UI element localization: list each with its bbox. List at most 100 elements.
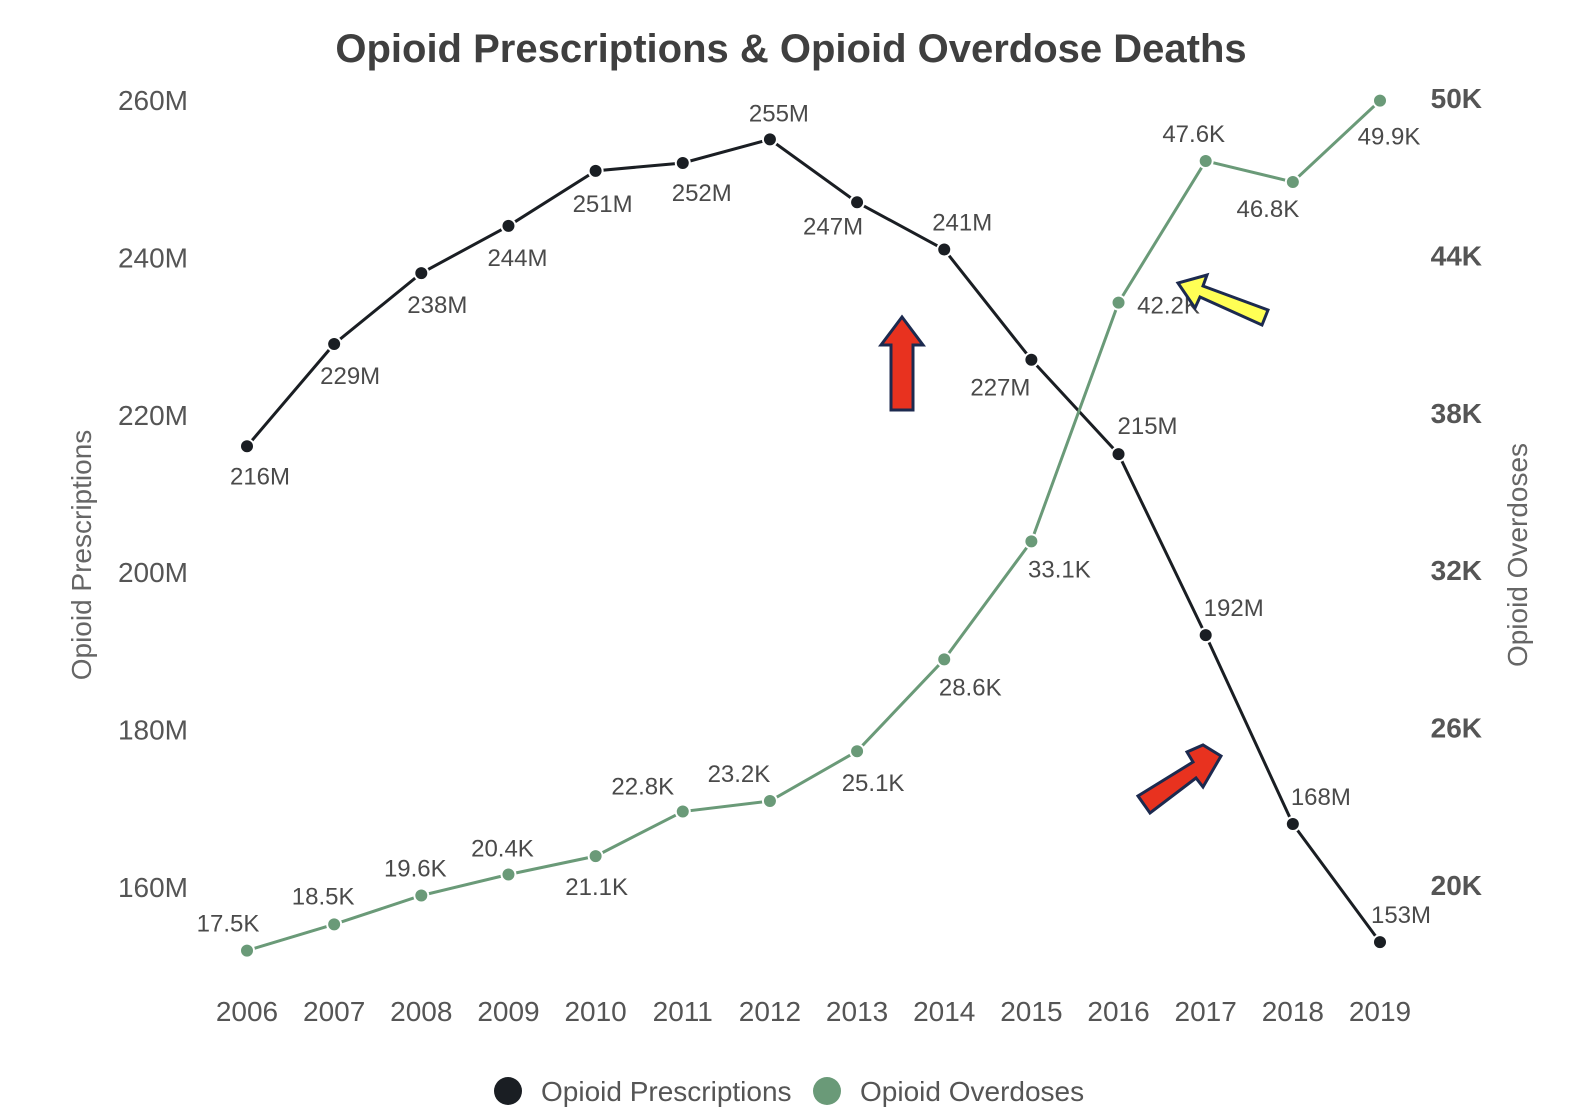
x-tick-label: 2017 [1175,996,1237,1027]
data-point[interactable] [1110,294,1127,311]
data-point[interactable] [413,265,430,282]
data-point[interactable] [1372,934,1388,951]
y-left-tick-label: 240M [118,242,188,273]
legend-label-overdoses: Opioid Overdoses [860,1076,1084,1107]
data-label: 49.9K [1358,124,1421,151]
y-left-tick-label: 160M [118,872,188,903]
y-axis-right: 20K 26K 32K 38K 44K 50K [1431,83,1482,901]
data-label: 23.2K [708,761,771,788]
data-point[interactable] [674,803,691,820]
y-right-tick-label: 32K [1431,555,1482,586]
data-label: 238M [407,292,467,319]
data-point[interactable] [239,942,255,959]
y-right-tick-label: 38K [1431,398,1482,429]
data-label: 17.5K [197,911,260,938]
chart-title: Opioid Prescriptions & Opioid Overdose D… [335,27,1246,71]
data-label: 19.6K [384,855,447,882]
legend-label-prescriptions: Opioid Prescriptions [541,1076,792,1107]
red-diagonal-arrow-annotation [1135,743,1224,816]
series-line [245,137,1382,943]
x-tick-label: 2011 [653,996,713,1027]
x-tick-label: 2009 [477,996,539,1027]
data-point[interactable] [674,154,691,171]
y-right-tick-label: 44K [1431,240,1482,271]
data-point[interactable] [326,916,343,933]
y-right-tick-label: 50K [1431,83,1482,114]
y-right-tick-label: 26K [1431,713,1482,744]
data-point[interactable] [587,848,604,865]
series-prescriptions: 216M 229M 238M 244M 251M 252M 255M 247M 241M 227M… [230,100,1431,951]
data-point[interactable] [587,162,604,179]
red-up-arrow-annotation [878,314,926,412]
data-label: 21.1K [565,874,628,901]
data-point[interactable] [1197,152,1214,169]
y-left-tick-label: 180M [118,715,188,746]
data-point[interactable] [1110,446,1127,463]
data-label: 215M [1118,413,1178,440]
data-label: 33.1K [1028,556,1091,583]
data-label: 192M [1204,595,1264,622]
y-axis-left: 160M 180M 200M 220M 240M 260M [118,85,188,903]
legend: Opioid Prescriptions Opioid Overdoses [494,1076,1084,1107]
yellow-arrow-annotation [1175,272,1270,328]
data-label: 244M [487,245,547,272]
legend-marker-prescriptions [494,1077,522,1105]
x-tick-label: 2013 [826,996,888,1027]
x-tick-label: 2007 [303,996,365,1027]
data-point[interactable] [1372,92,1388,109]
data-point[interactable] [1023,351,1040,368]
data-label: 25.1K [842,770,905,797]
data-label: 168M [1291,784,1351,811]
x-tick-label: 2015 [1000,996,1062,1027]
y-right-tick-label: 20K [1431,870,1482,901]
x-tick-label: 2014 [913,996,975,1027]
data-point[interactable] [1284,816,1301,833]
series-overdoses: 17.5K 18.5K 19.6K 20.4K 21.1K 22.8K 23.2K 25.1K… [197,92,1421,959]
x-tick-label: 2019 [1349,996,1411,1027]
data-label: 252M [672,180,732,207]
legend-item-overdoses[interactable]: Opioid Overdoses [813,1076,1084,1107]
y-left-tick-label: 260M [118,85,188,116]
data-label: 47.6K [1162,121,1225,148]
data-label: 22.8K [611,774,674,801]
data-point[interactable] [849,194,866,211]
data-label: 28.6K [939,674,1002,701]
data-point[interactable] [1284,173,1301,190]
x-tick-label: 2018 [1262,996,1324,1027]
data-point[interactable] [936,651,953,668]
y-left-tick-label: 220M [118,400,188,431]
data-label: 20.4K [471,836,534,863]
data-label: 153M [1371,902,1431,929]
data-point[interactable] [500,866,517,883]
x-axis: 2006 2007 2008 2009 2010 2011 2012 2013 2014 2015… [216,996,1411,1027]
legend-item-prescriptions[interactable]: Opioid Prescriptions [494,1076,792,1107]
data-label: 18.5K [292,883,355,910]
x-tick-label: 2016 [1087,996,1149,1027]
data-label: 247M [803,213,863,240]
data-label: 255M [749,100,809,127]
data-point[interactable] [761,131,778,148]
series-line [246,99,1382,953]
data-label: 216M [230,463,290,490]
data-label: 241M [932,210,992,237]
x-tick-label: 2010 [564,996,626,1027]
data-label: 46.8K [1236,196,1299,223]
data-point[interactable] [1197,627,1214,644]
data-point[interactable] [239,438,255,455]
legend-marker-overdoses [813,1077,841,1105]
x-tick-label: 2006 [216,996,278,1027]
data-point[interactable] [1023,533,1040,550]
data-label: 227M [970,375,1030,402]
data-point[interactable] [500,217,517,234]
y-axis-right-label: Opioid Overdoses [1502,443,1533,667]
series-layer: 216M 229M 238M 244M 251M 252M 255M 247M 241M 227M… [197,92,1431,959]
y-axis-left-label: Opioid Prescriptions [66,430,97,681]
data-point[interactable] [936,241,953,258]
data-point[interactable] [849,743,866,760]
data-point[interactable] [761,793,778,810]
data-point[interactable] [326,335,343,352]
data-point[interactable] [413,887,430,904]
annotations [878,272,1270,816]
x-tick-label: 2012 [739,996,801,1027]
